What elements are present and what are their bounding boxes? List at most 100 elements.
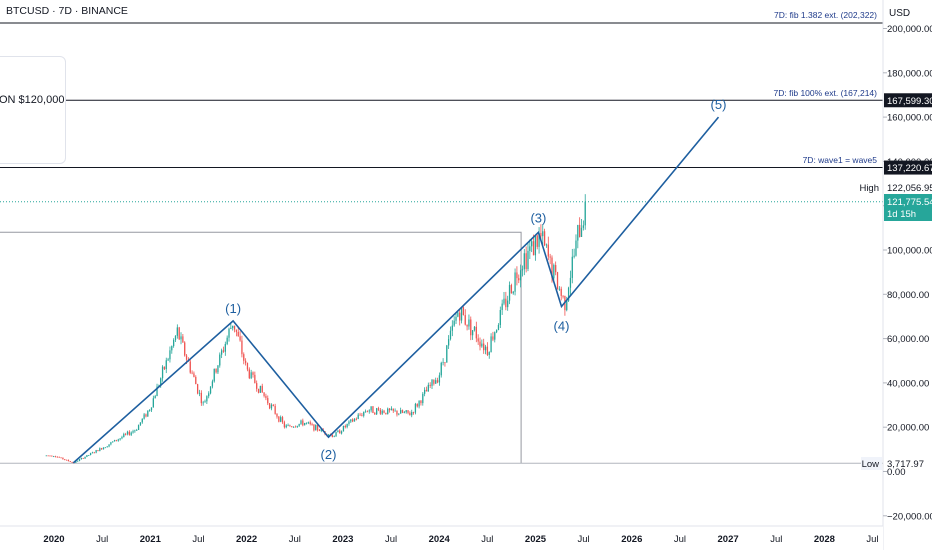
time-tick-label: Jul bbox=[770, 534, 782, 545]
candle-body bbox=[409, 412, 411, 416]
candle bbox=[54, 455, 57, 458]
candle bbox=[542, 224, 544, 246]
candle bbox=[481, 339, 483, 348]
candle bbox=[254, 371, 256, 384]
candle bbox=[208, 391, 210, 399]
candle-body bbox=[167, 359, 169, 361]
candle bbox=[256, 380, 258, 392]
candle-body bbox=[217, 365, 219, 373]
candle bbox=[412, 411, 415, 415]
candle bbox=[296, 425, 298, 428]
time-tick-label: Jul bbox=[481, 534, 493, 545]
candle-body bbox=[516, 272, 518, 279]
candle-body bbox=[278, 416, 280, 422]
candle bbox=[102, 447, 105, 450]
candle-body bbox=[575, 240, 577, 256]
candle-body bbox=[470, 319, 472, 336]
price-axis: −20,000.00 0.00 20,000.00 40,000.00 60,000.0… bbox=[882, 0, 932, 550]
candle bbox=[259, 385, 262, 393]
candle bbox=[53, 455, 55, 458]
candle bbox=[235, 329, 238, 337]
candle-body bbox=[136, 430, 138, 431]
candle bbox=[372, 406, 374, 414]
candle-body bbox=[569, 277, 572, 288]
candle-body bbox=[69, 461, 71, 462]
candle bbox=[49, 455, 51, 457]
candle bbox=[488, 351, 490, 359]
candle-body bbox=[435, 380, 437, 384]
candle-body bbox=[113, 439, 116, 442]
candle bbox=[547, 236, 549, 261]
candle-body bbox=[538, 233, 540, 247]
candle bbox=[340, 430, 343, 435]
candle bbox=[521, 265, 524, 277]
candle bbox=[495, 329, 498, 334]
candle bbox=[442, 358, 444, 366]
candle-body bbox=[494, 332, 496, 340]
candle-body bbox=[95, 450, 97, 453]
candle bbox=[80, 457, 83, 460]
candle bbox=[126, 430, 129, 436]
candle bbox=[167, 357, 169, 362]
candle bbox=[62, 457, 64, 460]
candle-body bbox=[571, 256, 573, 278]
candle-body bbox=[128, 431, 130, 435]
time-tick-label: Jul bbox=[289, 534, 301, 545]
candle bbox=[244, 358, 247, 366]
candle-body bbox=[346, 423, 348, 428]
candle-body bbox=[372, 406, 374, 414]
candle-body bbox=[555, 265, 557, 273]
candle-body bbox=[462, 307, 465, 316]
wave-equal-label: 7D: wave1 = wave5 bbox=[803, 155, 878, 165]
candle bbox=[113, 439, 116, 442]
candle-body bbox=[84, 456, 86, 459]
candle bbox=[519, 264, 522, 288]
low-label: Low bbox=[862, 459, 880, 470]
candle-body bbox=[54, 456, 57, 458]
time-axis-bg bbox=[0, 526, 883, 550]
candle bbox=[132, 429, 134, 434]
candle bbox=[217, 365, 219, 374]
candle bbox=[573, 248, 575, 259]
candle bbox=[289, 424, 291, 427]
candle bbox=[363, 411, 365, 418]
candle bbox=[543, 228, 546, 247]
candle bbox=[134, 429, 136, 433]
candle-body bbox=[60, 457, 62, 459]
chart-header[interactable]: BTCUSD · 7D · BINANCE bbox=[6, 5, 128, 17]
candle-body bbox=[152, 398, 154, 408]
candle bbox=[206, 395, 208, 405]
candle bbox=[423, 387, 426, 397]
candle-body bbox=[149, 410, 151, 411]
candle bbox=[110, 441, 112, 446]
candle-body bbox=[304, 422, 306, 426]
candle-body bbox=[117, 439, 119, 441]
candle-body bbox=[492, 336, 494, 340]
candle-body bbox=[388, 408, 391, 411]
candle bbox=[580, 218, 583, 237]
candle-body bbox=[488, 352, 490, 355]
candle bbox=[77, 460, 79, 462]
candle bbox=[304, 422, 306, 426]
candle bbox=[309, 420, 311, 426]
candle bbox=[379, 407, 381, 415]
low-value: 3,717.97 bbox=[887, 459, 924, 470]
candle-body bbox=[363, 411, 365, 416]
time-tick-label: 2023 bbox=[332, 534, 353, 545]
candle bbox=[149, 409, 151, 412]
candle-body bbox=[414, 403, 417, 413]
candle-body bbox=[534, 235, 537, 256]
candle bbox=[219, 352, 221, 368]
candle-body bbox=[582, 225, 585, 228]
candle bbox=[377, 406, 380, 412]
candle-body bbox=[531, 241, 533, 247]
candle bbox=[390, 406, 393, 411]
candle-body bbox=[97, 450, 99, 452]
candle-body bbox=[294, 426, 297, 428]
candle-body bbox=[366, 411, 369, 413]
candle-body bbox=[507, 300, 509, 308]
candle bbox=[250, 369, 252, 380]
candle bbox=[381, 409, 383, 416]
candle bbox=[560, 286, 562, 301]
